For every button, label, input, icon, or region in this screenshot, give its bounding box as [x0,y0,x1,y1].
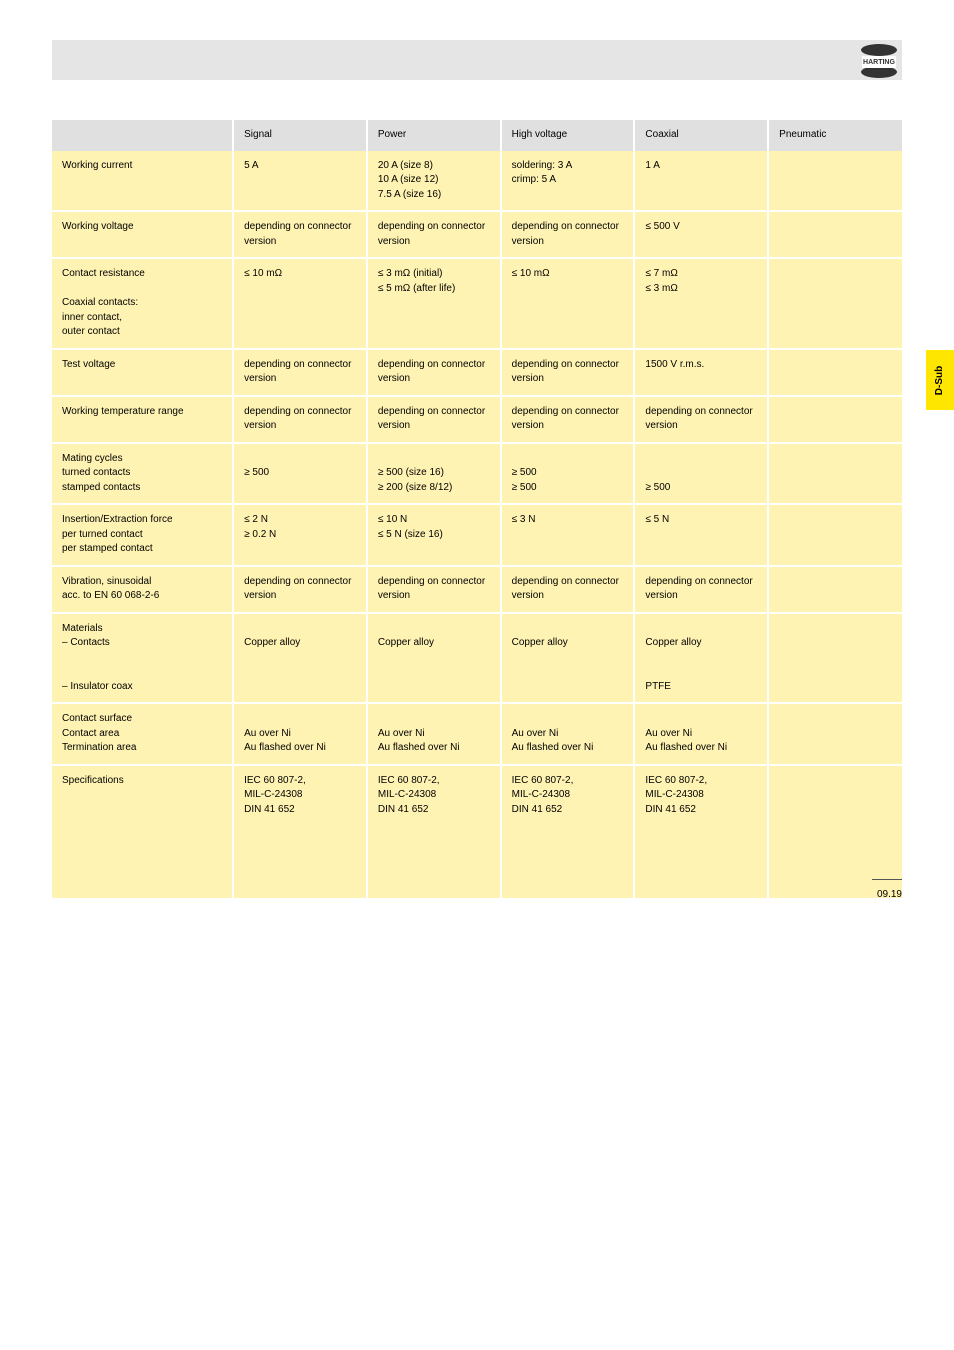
row-vibration: Vibration, sinusoidal acc. to EN 60 068-… [52,566,902,613]
cell [768,566,902,613]
cell: depending on connector version [501,396,635,443]
cell: ≤ 500 V [634,211,768,258]
cell: depending on connector version [501,566,635,613]
row-ins-ext: Insertion/Extraction force per turned co… [52,504,902,566]
rlabel: Contact resistance Coaxial contacts: inn… [52,258,233,349]
cell: ≤ 7 mΩ ≤ 3 mΩ [634,258,768,349]
cell: Copper alloy [501,613,635,704]
rlabel: Insertion/Extraction force per turned co… [52,504,233,566]
footer-line [872,879,902,880]
cell: depending on connector version [367,396,501,443]
th-pneumatic: Pneumatic [768,120,902,151]
cell: ≥ 500 [233,443,367,505]
cell: IEC 60 807-2, MIL-C-24308 DIN 41 652 [634,765,768,899]
th-empty [52,120,233,151]
cell: Au over Ni Au flashed over Ni [233,703,367,765]
cell: Copper alloy [367,613,501,704]
cell: IEC 60 807-2, MIL-C-24308 DIN 41 652 [233,765,367,899]
rlabel: Working temperature range [52,396,233,443]
row-working-current: Working current 5 A 20 A (size 8) 10 A (… [52,151,902,212]
cell [768,703,902,765]
cell: ≥ 500 ≥ 500 [501,443,635,505]
th-highvoltage: High voltage [501,120,635,151]
cell: 1500 V r.m.s. [634,349,768,396]
cell: Au over Ni Au flashed over Ni [634,703,768,765]
cell: depending on connector version [233,349,367,396]
table-header-row: Signal Power High voltage Coaxial Pneuma… [52,120,902,151]
cell [768,443,902,505]
row-working-voltage: Working voltage depending on connector v… [52,211,902,258]
th-coaxial: Coaxial [634,120,768,151]
cell [768,396,902,443]
logo-text: HARTING [863,59,895,66]
cell: depending on connector version [501,349,635,396]
cell: ≥ 500 (size 16) ≥ 200 (size 8/12) [367,443,501,505]
cell [768,258,902,349]
row-mating: Mating cycles turned contacts stamped co… [52,443,902,505]
rlabel: Mating cycles turned contacts stamped co… [52,443,233,505]
rlabel: Materials – Contacts – Insulator coax [52,613,233,704]
cell: ≤ 2 N ≥ 0.2 N [233,504,367,566]
cell: soldering: 3 A crimp: 5 A [501,151,635,212]
cell [768,613,902,704]
rlabel: Working voltage [52,211,233,258]
rlabel: Contact surface Contact area Termination… [52,703,233,765]
row-temp-range: Working temperature range depending on c… [52,396,902,443]
brand-logo: HARTING [856,38,902,84]
cell: IEC 60 807-2, MIL-C-24308 DIN 41 652 [367,765,501,899]
side-tab-label: D-Sub [935,365,946,394]
cell: depending on connector version [367,566,501,613]
cell: 20 A (size 8) 10 A (size 12) 7.5 A (size… [367,151,501,212]
cell: Copper alloy [233,613,367,704]
cell [768,211,902,258]
row-test-voltage: Test voltage depending on connector vers… [52,349,902,396]
th-power: Power [367,120,501,151]
cell [768,504,902,566]
cell: depending on connector version [367,349,501,396]
cell: ≤ 3 mΩ (initial) ≤ 5 mΩ (after life) [367,258,501,349]
cell: depending on connector version [233,566,367,613]
cell: ≤ 10 mΩ [233,258,367,349]
rlabel: Vibration, sinusoidal acc. to EN 60 068-… [52,566,233,613]
cell: ≤ 3 N [501,504,635,566]
row-surface: Contact surface Contact area Termination… [52,703,902,765]
row-specifications: Specifications IEC 60 807-2, MIL-C-24308… [52,765,902,899]
cell: depending on connector version [634,396,768,443]
cell: depending on connector version [634,566,768,613]
th-signal: Signal [233,120,367,151]
cell [768,349,902,396]
cell: depending on connector version [501,211,635,258]
row-materials: Materials – Contacts – Insulator coax Co… [52,613,902,704]
cell: ≤ 5 N [634,504,768,566]
rlabel: Specifications [52,765,233,899]
cell: Au over Ni Au flashed over Ni [501,703,635,765]
cell: Copper alloy PTFE [634,613,768,704]
cell: 5 A [233,151,367,212]
cell: 1 A [634,151,768,212]
cell: depending on connector version [233,396,367,443]
cell: IEC 60 807-2, MIL-C-24308 DIN 41 652 [501,765,635,899]
rlabel: Working current [52,151,233,212]
cell: ≤ 10 mΩ [501,258,635,349]
cell: depending on connector version [233,211,367,258]
spec-table: Signal Power High voltage Coaxial Pneuma… [52,120,902,900]
cell: depending on connector version [367,211,501,258]
cell: Au over Ni Au flashed over Ni [367,703,501,765]
cell: ≥ 500 [634,443,768,505]
rlabel: Test voltage [52,349,233,396]
page-number: 09.19 [877,889,902,900]
cell: ≤ 10 N ≤ 5 N (size 16) [367,504,501,566]
cell [768,151,902,212]
side-tab: D-Sub [926,350,954,410]
row-contact-resistance: Contact resistance Coaxial contacts: inn… [52,258,902,349]
